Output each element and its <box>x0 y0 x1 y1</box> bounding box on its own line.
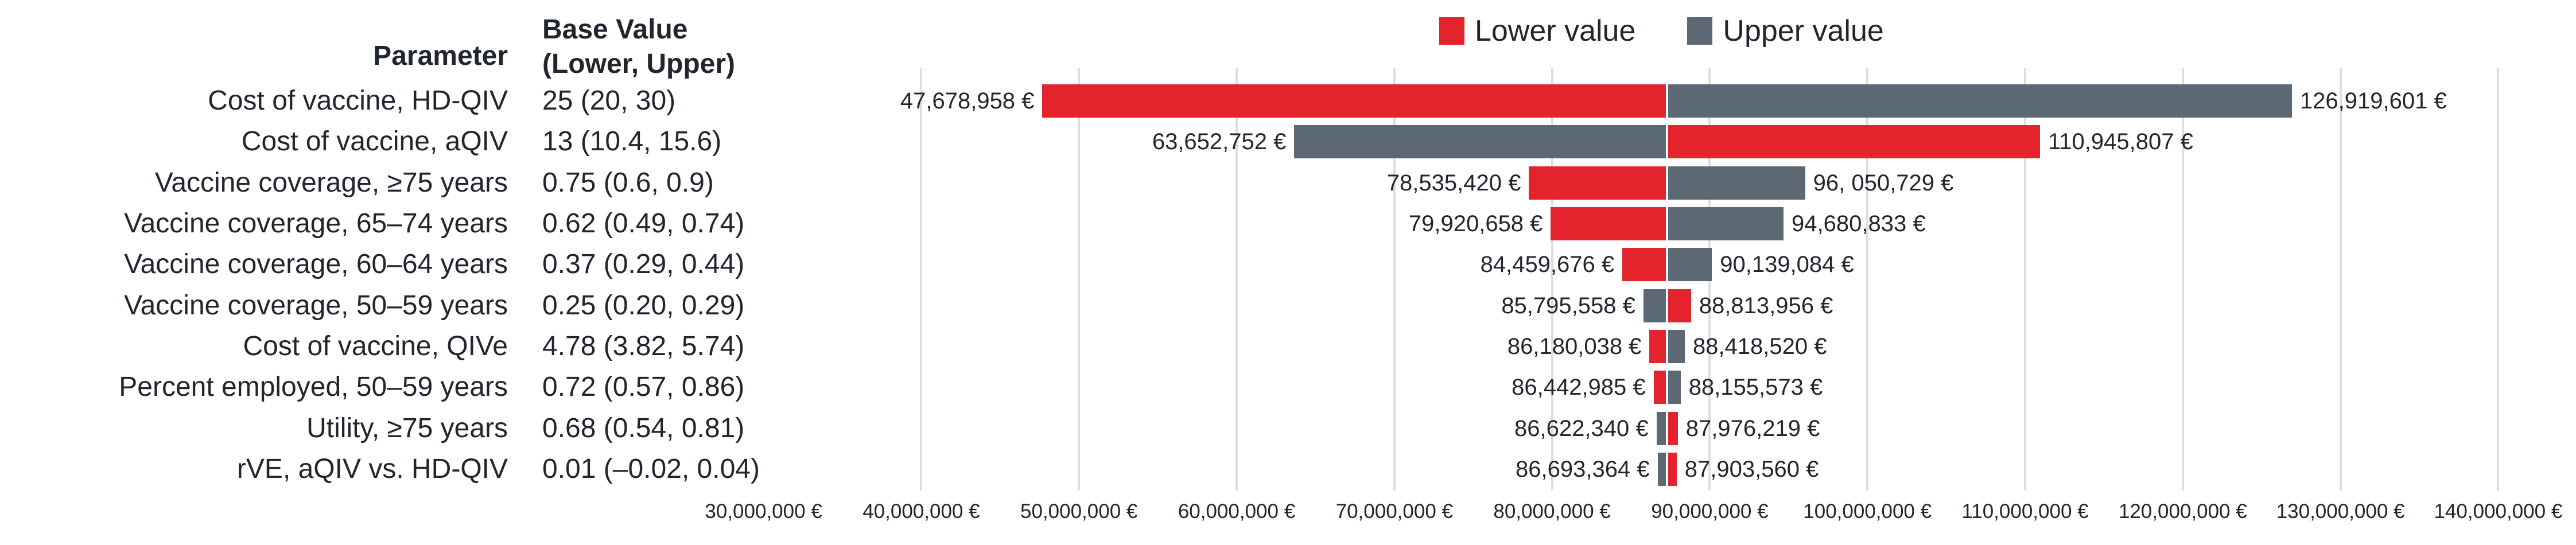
base-value-column-header: Base Value (Lower, Upper) <box>542 13 735 81</box>
gridline <box>1551 68 1553 490</box>
bar-right-value-label: 87,976,219 € <box>1685 415 1820 441</box>
legend-item-upper-value: Upper value <box>1687 14 1884 48</box>
gridline <box>2497 68 2500 490</box>
legend-label-upper-value: Upper value <box>1723 14 1884 48</box>
x-axis-tick-label: 60,000,000 € <box>1178 500 1296 523</box>
gridline <box>920 68 923 490</box>
bar-right-value-label: 88,155,573 € <box>1688 375 1823 400</box>
row-parameter-label: Percent employed, 50–59 years <box>119 372 508 403</box>
gridline <box>2339 68 2342 490</box>
tornado-bar-lower-segment <box>1668 452 1677 486</box>
row-parameter-label: Vaccine coverage, ≥75 years <box>154 167 508 198</box>
bar-left-value-label: 78,535,420 € <box>1386 170 1521 196</box>
bar-right-value-label: 88,813,956 € <box>1699 293 1833 318</box>
gridline <box>2181 68 2184 490</box>
tornado-bar-lower-segment <box>1529 166 1666 200</box>
row-parameter-label: Utility, ≥75 years <box>306 412 508 443</box>
row-base-value-label: 0.25 (0.20, 0.29) <box>542 290 745 321</box>
row-parameter-label: Cost of vaccine, aQIV <box>241 126 508 157</box>
tornado-bar-upper-segment <box>1668 329 1685 363</box>
bar-left-value-label: 84,459,676 € <box>1480 252 1615 278</box>
x-axis-tick-label: 120,000,000 € <box>2118 500 2247 523</box>
tornado-bar-lower-segment <box>1649 329 1666 363</box>
bar-left-value-label: 79,920,658 € <box>1408 211 1543 236</box>
legend-item-lower-value: Lower value <box>1439 15 1635 47</box>
row-base-value-label: 0.75 (0.6, 0.9) <box>542 167 714 198</box>
row-base-value-label: 0.62 (0.49, 0.74) <box>542 208 745 239</box>
bar-left-value-label: 86,442,985 € <box>1512 375 1646 400</box>
bar-left-value-label: 86,693,364 € <box>1515 456 1650 482</box>
row-base-value-label: 0.72 (0.57, 0.86) <box>542 372 745 403</box>
bar-right-value-label: 87,903,560 € <box>1684 456 1819 482</box>
lower-value-swatch-icon <box>1439 17 1464 45</box>
row-parameter-label: Vaccine coverage, 65–74 years <box>124 208 508 239</box>
row-base-value-label: 0.37 (0.29, 0.44) <box>542 249 745 280</box>
x-axis-tick-label: 80,000,000 € <box>1493 500 1611 523</box>
gridline <box>1078 68 1081 490</box>
row-base-value-label: 25 (20, 30) <box>542 85 676 116</box>
tornado-bar-lower-segment <box>1653 371 1666 404</box>
base-value-header-line2: (Lower, Upper) <box>542 49 736 79</box>
gridline <box>2024 68 2026 490</box>
bar-right-value-label: 126,919,601 € <box>2299 88 2447 114</box>
tornado-bar-upper-segment <box>1668 248 1712 282</box>
gridline <box>1393 68 1396 490</box>
legend-label-lower-value: Lower value <box>1475 14 1636 48</box>
bar-right-value-label: 90,139,084 € <box>1720 252 1854 278</box>
x-axis-tick-label: 110,000,000 € <box>1961 500 2089 523</box>
bar-left-value-label: 47,678,958 € <box>900 88 1035 114</box>
x-axis-tick-label: 40,000,000 € <box>862 500 980 523</box>
tornado-bar-lower-segment <box>1551 207 1666 240</box>
tornado-bar-upper-segment <box>1668 371 1681 404</box>
tornado-bar-lower-segment <box>1668 411 1678 445</box>
bar-left-value-label: 86,180,038 € <box>1507 333 1642 359</box>
gridline <box>1235 68 1238 490</box>
x-axis-tick-label: 140,000,000 € <box>2434 500 2563 523</box>
row-base-value-label: 0.68 (0.54, 0.81) <box>542 412 745 443</box>
row-parameter-label: rVE, aQIV vs. HD-QIV <box>236 453 508 484</box>
x-axis-tick-label: 30,000,000 € <box>705 500 822 523</box>
bar-right-value-label: 88,418,520 € <box>1692 333 1827 359</box>
bar-left-value-label: 85,795,558 € <box>1501 293 1635 318</box>
row-parameter-label: Cost of vaccine, HD-QIV <box>208 85 508 116</box>
tornado-bar-lower-segment <box>1042 84 1666 118</box>
row-parameter-label: Cost of vaccine, QIVe <box>243 330 508 361</box>
row-base-value-label: 13 (10.4, 15.6) <box>542 126 722 157</box>
tornado-bar-lower-segment <box>1668 289 1691 322</box>
tornado-bar-upper-segment <box>1294 125 1666 159</box>
upper-value-swatch-icon <box>1687 17 1713 45</box>
row-base-value-label: 0.01 (–0.02, 0.04) <box>542 453 760 484</box>
row-parameter-label: Vaccine coverage, 50–59 years <box>124 290 508 321</box>
bar-right-value-label: 110,945,807 € <box>2047 129 2193 155</box>
row-base-value-label: 4.78 (3.82, 5.74) <box>542 330 745 361</box>
gridline <box>1866 68 1869 490</box>
tornado-bar-upper-segment <box>1668 166 1805 200</box>
x-axis-tick-label: 70,000,000 € <box>1335 500 1453 523</box>
x-axis-tick-label: 90,000,000 € <box>1651 500 1769 523</box>
chart-legend: Lower value Upper value <box>1439 15 1884 47</box>
bar-left-value-label: 86,622,340 € <box>1514 415 1649 441</box>
bar-left-value-label: 63,652,752 € <box>1152 129 1287 155</box>
tornado-bar-upper-segment <box>1643 289 1666 322</box>
x-axis-tick-label: 50,000,000 € <box>1020 500 1138 523</box>
row-parameter-label: Vaccine coverage, 60–64 years <box>124 249 508 280</box>
bar-right-value-label: 96, 050,729 € <box>1813 170 1954 196</box>
base-value-header-line1: Base Value <box>542 14 688 45</box>
tornado-bar-upper-segment <box>1656 411 1666 445</box>
x-axis-tick-label: 100,000,000 € <box>1803 500 1932 523</box>
x-axis-tick-label: 130,000,000 € <box>2276 500 2405 523</box>
tornado-bar-upper-segment <box>1657 452 1666 486</box>
tornado-bar-lower-segment <box>1668 125 2040 159</box>
bar-right-value-label: 94,680,833 € <box>1792 211 1926 236</box>
tornado-bar-upper-segment <box>1668 207 1784 240</box>
tornado-bar-lower-segment <box>1622 248 1666 282</box>
tornado-bar-upper-segment <box>1668 84 2292 118</box>
parameter-column-header: Parameter <box>373 41 508 71</box>
